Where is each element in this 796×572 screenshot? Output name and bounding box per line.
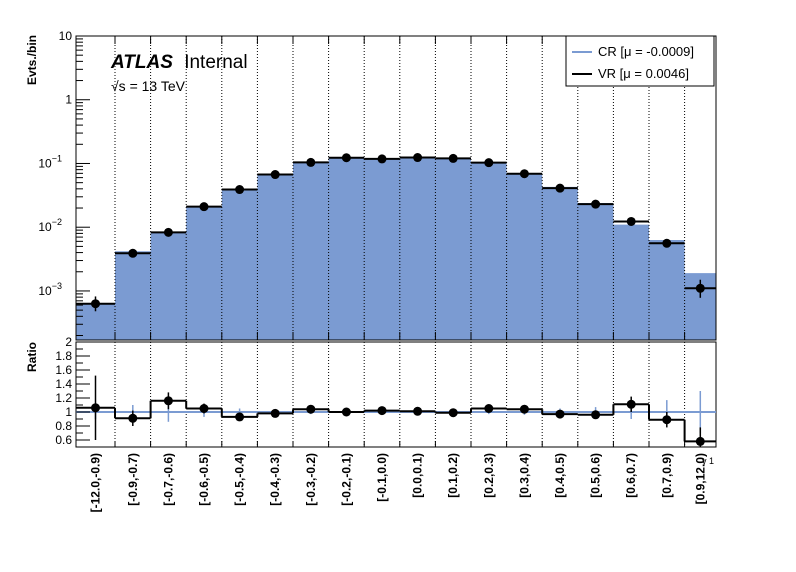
ratio-ylabel: Ratio bbox=[25, 342, 39, 372]
ratio-point bbox=[128, 413, 138, 423]
cr-histogram-fill bbox=[76, 157, 716, 340]
ratio-tick-label: 1.8 bbox=[55, 349, 72, 363]
ratio-frame bbox=[75, 341, 717, 448]
ratio-point bbox=[341, 407, 351, 417]
vr-point bbox=[626, 216, 636, 226]
ratio-point bbox=[591, 410, 601, 420]
x-axis-label: γ 1 bbox=[702, 456, 714, 466]
bin-label: [-0.6,-0.5) bbox=[197, 453, 211, 506]
ratio-point bbox=[270, 408, 280, 418]
ratio-point bbox=[626, 399, 636, 409]
tick-base: 1 bbox=[65, 93, 72, 107]
legend-vr-label: VR [μ = 0.0046] bbox=[598, 66, 689, 81]
vr-point bbox=[377, 154, 387, 164]
bin-label: [-0.9,-0.7) bbox=[126, 453, 140, 506]
tick-base: 10 bbox=[38, 220, 52, 234]
ratio-point bbox=[695, 436, 705, 446]
bin-label: [0.5,0.6) bbox=[589, 453, 603, 498]
ratio-tick-label: 1.6 bbox=[55, 363, 72, 377]
vr-point bbox=[199, 202, 209, 212]
ratio-panel: 21.81.61.41.210.80.6 [-12.0,-0.9) [-0.9,-0… bbox=[55, 335, 717, 512]
ratio-point bbox=[91, 403, 100, 413]
ratio-tick-label: 2 bbox=[65, 335, 72, 349]
labels-layer: ATLAS Internal √s = 13 TeV Evts./bin Rat… bbox=[25, 35, 714, 466]
vr-point bbox=[341, 153, 351, 163]
tick-exponent: −2 bbox=[52, 217, 62, 227]
ratio-point bbox=[519, 404, 529, 414]
legend: CR [μ = -0.0009] VR [μ = 0.0046] bbox=[565, 35, 715, 87]
vr-point bbox=[448, 153, 458, 163]
ratio-point bbox=[413, 406, 423, 416]
top-tick-label: 10−1 bbox=[38, 153, 62, 170]
bin-label: [0.4,0.5) bbox=[553, 453, 567, 498]
vr-point bbox=[695, 283, 705, 293]
vr-point bbox=[484, 158, 494, 168]
tick-base: 10 bbox=[38, 284, 52, 298]
vr-point bbox=[91, 299, 100, 309]
atlas-bold: ATLAS bbox=[110, 52, 173, 73]
vr-point bbox=[519, 169, 529, 179]
bin-label: [-0.7,-0.6) bbox=[161, 453, 175, 506]
ratio-point bbox=[163, 396, 173, 406]
tick-exponent: −3 bbox=[52, 281, 62, 291]
ratio-tick-label: 1 bbox=[65, 405, 72, 419]
bin-label: [-0.3,-0.2) bbox=[304, 453, 318, 506]
vr-point bbox=[128, 248, 138, 258]
bin-label: [-0.5,-0.4) bbox=[233, 453, 247, 506]
vr-point bbox=[413, 153, 423, 163]
bin-label: [-0.4,-0.3) bbox=[268, 453, 282, 506]
bin-label: [0.1,0.2) bbox=[446, 453, 460, 498]
ratio-point bbox=[484, 404, 494, 413]
vr-point bbox=[555, 183, 565, 193]
ratio-point bbox=[662, 415, 672, 425]
bin-label: [0.0,0.1) bbox=[411, 453, 425, 498]
bin-label: [0.7,0.9) bbox=[660, 453, 674, 498]
top-tick-label: 10−3 bbox=[38, 281, 62, 298]
atlas-label: ATLAS Internal bbox=[110, 52, 248, 73]
ratio-point bbox=[306, 404, 316, 414]
atlas-rest: Internal bbox=[184, 52, 247, 73]
vr-point bbox=[163, 227, 173, 237]
bin-label: [0.2,0.3) bbox=[482, 453, 496, 498]
legend-box bbox=[565, 35, 715, 87]
top-tick-label: 10−2 bbox=[38, 217, 62, 234]
legend-cr-label: CR [μ = -0.0009] bbox=[598, 44, 694, 59]
energy-label: √s = 13 TeV bbox=[111, 78, 186, 94]
vr-point bbox=[306, 157, 316, 167]
tick-base: 10 bbox=[59, 29, 73, 43]
ratio-tick-label: 1.2 bbox=[55, 391, 72, 405]
ratio-tick-label: 1.4 bbox=[55, 377, 72, 391]
ratio-point bbox=[555, 409, 565, 419]
tick-exponent: −1 bbox=[52, 153, 62, 163]
top-tick-label: 1 bbox=[65, 93, 72, 107]
tick-base: 10 bbox=[38, 156, 52, 170]
bin-label: [-0.2,-0.1) bbox=[339, 453, 353, 506]
ratio-point bbox=[377, 406, 387, 416]
ratio-tick-label: 0.8 bbox=[55, 419, 72, 433]
top-ylabel: Evts./bin bbox=[25, 35, 39, 85]
vr-point bbox=[235, 185, 245, 195]
bin-label: [0.6,0.7) bbox=[624, 453, 638, 498]
ratio-point bbox=[199, 404, 209, 413]
bin-label: [-0.1,0.0) bbox=[375, 453, 389, 502]
vr-point bbox=[591, 199, 601, 209]
vr-point bbox=[662, 238, 672, 248]
bin-label: [-12.0,-0.9) bbox=[89, 453, 103, 512]
bin-label: [0.3,0.4) bbox=[517, 453, 531, 498]
ratio-point bbox=[235, 412, 245, 422]
ratio-point bbox=[448, 408, 458, 418]
top-tick-label: 10 bbox=[59, 29, 73, 43]
bin-label: [0.9,12.0) bbox=[693, 453, 707, 504]
top-frame bbox=[75, 35, 717, 341]
vr-point bbox=[270, 170, 280, 180]
ratio-tick-label: 0.6 bbox=[55, 433, 72, 447]
